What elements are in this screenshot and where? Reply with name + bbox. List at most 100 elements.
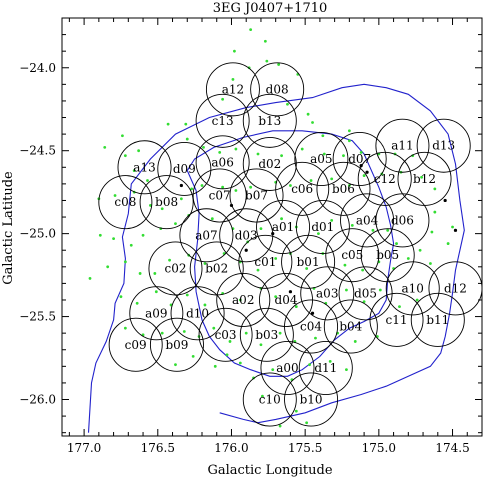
field-circle-c08 xyxy=(98,175,153,230)
field-label-d02: d02 xyxy=(258,157,281,171)
field-label-d03: d03 xyxy=(235,228,258,242)
green-point xyxy=(106,265,110,269)
field-circle-a13 xyxy=(117,140,172,195)
black-point xyxy=(288,290,293,294)
field-label-d12: d12 xyxy=(444,281,467,295)
field-label-d05: d05 xyxy=(354,286,377,300)
green-point xyxy=(306,112,310,116)
green-point xyxy=(321,134,325,138)
field-circle-d03 xyxy=(219,208,274,263)
field-label-b07: b07 xyxy=(245,188,268,202)
field-label-b10: b10 xyxy=(300,393,323,407)
field-label-c10: c10 xyxy=(259,393,281,407)
y-tick-label: −26.0 xyxy=(19,393,56,407)
field-circle-a10 xyxy=(385,261,440,316)
field-label-a11: a11 xyxy=(391,139,413,153)
field-circle-b08 xyxy=(139,175,194,230)
green-point xyxy=(244,331,248,335)
green-point xyxy=(259,343,263,347)
green-point xyxy=(221,185,225,189)
green-point xyxy=(154,290,158,294)
field-circle-c03 xyxy=(198,307,253,362)
green-point xyxy=(191,354,195,358)
green-point xyxy=(347,184,351,187)
field-circle-d07 xyxy=(332,132,387,186)
plot-frame xyxy=(61,17,483,437)
green-point xyxy=(149,204,152,207)
field-label-d04: d04 xyxy=(275,293,298,307)
green-point xyxy=(330,177,334,181)
green-point xyxy=(179,197,183,201)
contour-line xyxy=(186,130,395,377)
green-point xyxy=(218,150,222,154)
green-point xyxy=(119,295,123,299)
green-point xyxy=(398,305,401,309)
plot-area: a12 d08 c13 b13 a13 d09 a06 d02 a05 d07 a11 d13 c08 b… xyxy=(87,28,483,433)
field-label-c08: c08 xyxy=(114,195,136,209)
field-circle-b01 xyxy=(281,234,336,289)
field-circle-d13 xyxy=(416,118,471,173)
green-point xyxy=(166,122,170,126)
green-point xyxy=(418,248,422,252)
field-circle-c04 xyxy=(284,299,339,354)
field-label-b13: b13 xyxy=(258,114,281,128)
green-point xyxy=(271,368,275,372)
green-point xyxy=(190,187,194,191)
green-point xyxy=(160,331,164,335)
field-label-c04: c04 xyxy=(300,320,322,334)
field-circle-c06 xyxy=(275,161,330,216)
green-point xyxy=(322,152,326,156)
green-point xyxy=(362,300,366,304)
x-tick-label: 175.5 xyxy=(288,441,322,455)
field-label-d06: d06 xyxy=(391,213,414,227)
field-circle-a03 xyxy=(300,266,355,321)
x-axis-label: Galactic Longitude xyxy=(207,463,332,478)
green-point xyxy=(433,187,437,191)
field-circles-layer: a12 d08 c13 b13 a13 d09 a06 d02 a05 d07 a11 d13 c08 b… xyxy=(98,62,483,427)
green-point xyxy=(274,295,278,299)
green-point xyxy=(112,237,115,241)
green-point xyxy=(277,63,281,66)
green-point xyxy=(311,121,314,124)
field-circle-d08 xyxy=(250,62,305,117)
green-point xyxy=(185,137,189,141)
green-point xyxy=(221,97,225,101)
field-label-c13: c13 xyxy=(212,114,234,128)
green-point xyxy=(225,353,229,357)
green-point xyxy=(294,409,298,413)
field-circle-c07 xyxy=(192,168,247,223)
field-label-b09: b09 xyxy=(165,338,188,352)
green-point xyxy=(203,303,207,307)
black-point xyxy=(365,170,369,174)
field-label-d01: d01 xyxy=(311,220,334,234)
field-circle-c12 xyxy=(357,151,412,206)
field-label-a12: a12 xyxy=(222,82,244,96)
green-point xyxy=(286,102,289,106)
y-tick-label: −24.0 xyxy=(19,61,56,75)
green-point xyxy=(212,326,216,330)
green-point xyxy=(249,28,253,32)
green-point xyxy=(429,262,432,265)
green-point xyxy=(123,260,127,264)
green-point xyxy=(350,223,354,227)
field-label-c03: c03 xyxy=(215,328,237,342)
green-point xyxy=(210,217,214,221)
green-point xyxy=(160,207,164,211)
field-label-d13: d13 xyxy=(432,139,455,153)
green-point xyxy=(259,227,263,231)
field-circle-c10 xyxy=(242,372,297,427)
field-label-b05: b05 xyxy=(376,248,399,262)
green-point xyxy=(343,263,347,267)
green-point xyxy=(328,359,332,363)
y-axis-label: Galactic Latitude xyxy=(1,171,16,285)
green-point xyxy=(309,179,313,182)
field-circle-b03 xyxy=(239,307,294,362)
green-point xyxy=(361,268,365,272)
field-label-a00: a00 xyxy=(276,361,298,375)
green-point xyxy=(263,39,267,43)
green-point xyxy=(347,139,351,143)
green-point xyxy=(153,272,157,275)
green-point xyxy=(415,298,419,302)
green-point xyxy=(330,218,334,222)
field-circle-a02 xyxy=(216,272,271,327)
